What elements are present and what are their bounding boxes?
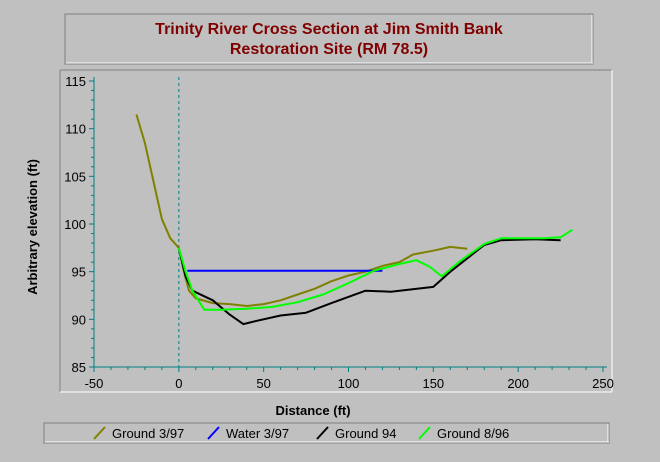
- y-tick-label: 100: [64, 217, 86, 232]
- legend: Ground 3/97 Water 3/97 Ground 94 Ground 8/9…: [93, 426, 509, 441]
- y-tick-label: 110: [65, 122, 86, 137]
- legend-swatch-water-3-97: [207, 426, 220, 440]
- chart-title-line-1: Trinity River Cross Section at Jim Smith…: [155, 21, 503, 38]
- legend-label-ground-94: Ground 94: [335, 426, 396, 441]
- legend-label-ground-8-96: Ground 8/96: [437, 426, 509, 441]
- legend-label-ground-3-97: Ground 3/97: [112, 426, 184, 441]
- y-tick-label: 85: [72, 360, 86, 375]
- legend-box: [43, 422, 610, 444]
- series-layer: [135, 114, 574, 326]
- y-tick-label: 105: [64, 169, 86, 184]
- x-tick-label: 150: [422, 376, 444, 391]
- plot-area: [60, 70, 612, 392]
- y-tick-label: 90: [72, 312, 86, 327]
- x-tick-label: 100: [338, 376, 360, 391]
- legend-swatch-ground-94: [316, 426, 329, 440]
- x-tick-label: 250: [592, 376, 614, 391]
- legend-swatch-ground-3-97: [93, 426, 106, 440]
- series-line-ground-3-97: [135, 114, 468, 307]
- legend-swatch-ground-8-96: [418, 426, 431, 440]
- x-axis-label: Distance (ft): [275, 403, 350, 418]
- chart-title-line-2: Restoration Site (RM 78.5): [230, 41, 428, 58]
- x-tick-label: -50: [85, 376, 104, 391]
- x-tick-label: 0: [175, 376, 182, 391]
- legend-label-water-3-97: Water 3/97: [226, 426, 289, 441]
- axes-layer: 85 90 95 100 105 110 115 -50 0 50 100 150 200 250: [64, 74, 614, 391]
- title-box: [64, 13, 594, 65]
- y-axis-label: Arbitrary elevation (ft): [25, 159, 40, 295]
- series-line-ground-8-96: [177, 228, 574, 311]
- y-tick-label: 95: [72, 265, 86, 280]
- x-tick-label: 200: [507, 376, 529, 391]
- y-tick-label: 115: [65, 74, 86, 89]
- x-tick-label: 50: [256, 376, 270, 391]
